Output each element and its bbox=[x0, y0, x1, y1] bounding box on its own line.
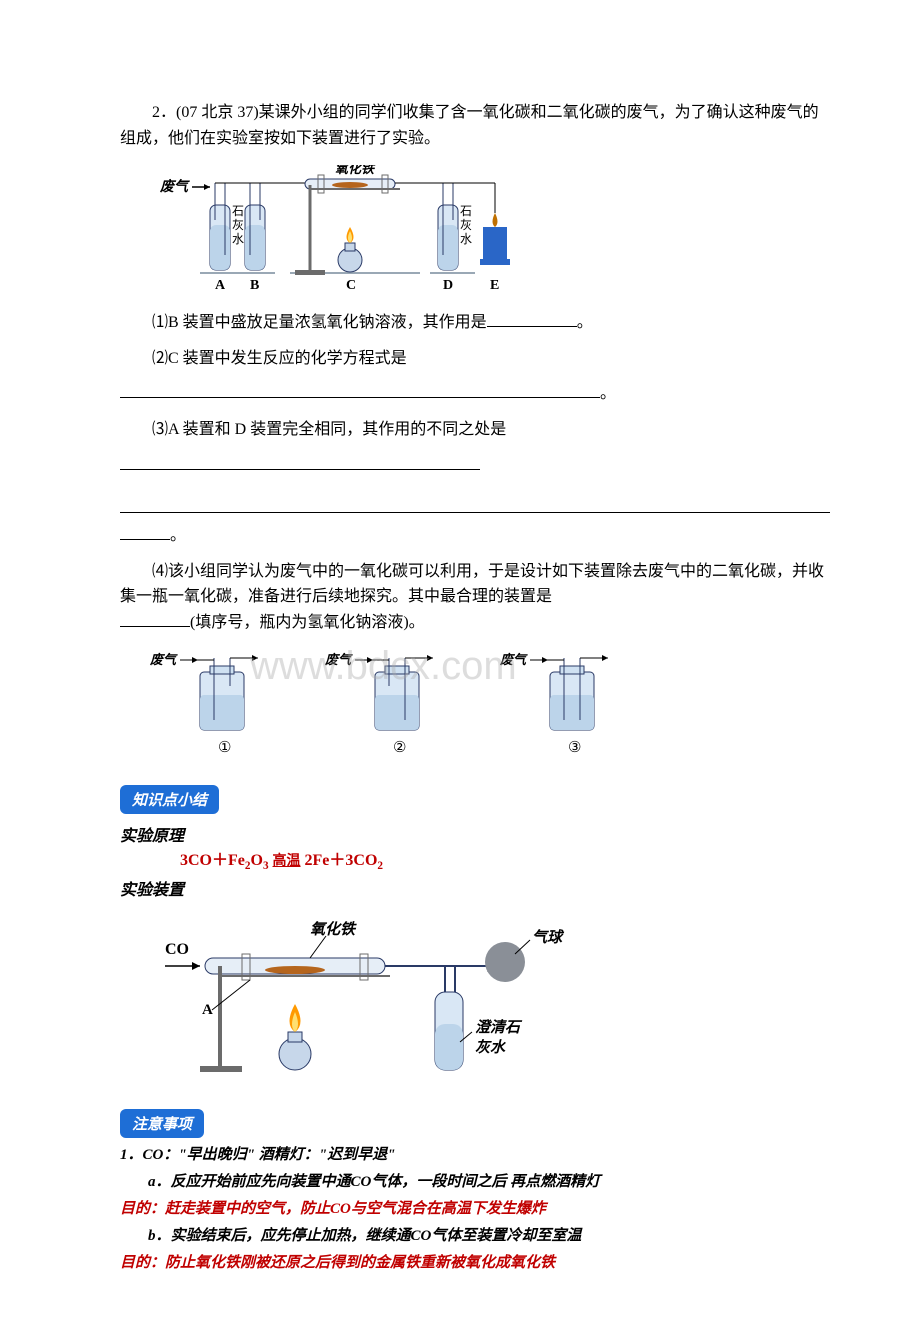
svg-text:灰水: 灰水 bbox=[475, 1039, 506, 1056]
pill-notes: 注意事项 bbox=[120, 1109, 204, 1138]
svg-text:E: E bbox=[490, 278, 499, 293]
q2-sub2: ⑵C 装置中发生反应的化学方程式是 bbox=[120, 346, 830, 372]
note-a-goal: 目的：赶走装置中的空气，防止CO与空气混合在高温下发生爆炸 bbox=[120, 1196, 830, 1223]
svg-text:水: 水 bbox=[232, 232, 244, 246]
svg-text:石: 石 bbox=[460, 204, 472, 218]
tube-b bbox=[245, 183, 265, 270]
diagram-1: 废气 bbox=[160, 165, 830, 300]
notes-block: 1．CO："早出晚归" 酒精灯："迟到早退" a．反应开始前应先向装置中通CO气… bbox=[120, 1142, 830, 1277]
apparatus-label: 实验装置 bbox=[120, 876, 830, 900]
svg-text:澄清石: 澄清石 bbox=[475, 1019, 523, 1036]
q2-sub4: ⑷该小组同学认为废气中的一氧化碳可以利用，于是设计如下装置除去废气中的二氧化碳，… bbox=[120, 559, 830, 636]
svg-text:D: D bbox=[443, 278, 453, 293]
principle-label: 实验原理 bbox=[120, 822, 830, 846]
device-c: 氧化铁 bbox=[295, 165, 400, 275]
q2-sub3-text: ⑶A 装置和 D 装置完全相同，其作用的不同之处是 bbox=[152, 421, 506, 438]
q2-sub3-blank2 bbox=[120, 496, 830, 513]
svg-text:灰: 灰 bbox=[232, 218, 244, 232]
q2-sub2-text: ⑵C 装置中发生反应的化学方程式是 bbox=[152, 350, 407, 367]
tube-d bbox=[438, 183, 458, 270]
q2-sub1: ⑴B 装置中盛放足量浓氢氧化钠溶液，其作用是。 bbox=[120, 310, 830, 336]
svg-text:A: A bbox=[215, 278, 226, 293]
q2-sub2-blank: 。 bbox=[120, 381, 830, 407]
svg-text:石: 石 bbox=[232, 204, 244, 218]
note-a: a．反应开始前应先向装置中通CO气体，一段时间之后 再点燃酒精灯 bbox=[148, 1169, 830, 1196]
svg-text:②: ② bbox=[393, 740, 406, 756]
svg-text:③: ③ bbox=[568, 740, 581, 756]
q2-sub1-text: ⑴B 装置中盛放足量浓氢氧化钠溶液，其作用是 bbox=[152, 314, 487, 331]
svg-text:氧化铁: 氧化铁 bbox=[335, 165, 376, 176]
svg-text:氧化铁: 氧化铁 bbox=[310, 921, 357, 938]
q2-sub4b-text: (填序号，瓶内为氢氧化钠溶液)。 bbox=[190, 614, 425, 631]
svg-text:气球: 气球 bbox=[532, 929, 565, 946]
svg-text:废气: 废气 bbox=[149, 652, 178, 667]
waste-gas-label: 废气 bbox=[160, 178, 190, 195]
note-b-goal: 目的：防止氧化铁刚被还原之后得到的金属铁重新被氧化成氧化铁 bbox=[120, 1250, 830, 1277]
svg-text:A: A bbox=[202, 1002, 213, 1018]
svg-text:水: 水 bbox=[460, 232, 472, 246]
q2-sub3: ⑶A 装置和 D 装置完全相同，其作用的不同之处是 bbox=[120, 417, 830, 443]
note-b: b．实验结束后，应先停止加热，继续通CO气体至装置冷却至室温 bbox=[148, 1223, 830, 1250]
q2-sub4a-text: ⑷该小组同学认为废气中的一氧化碳可以利用，于是设计如下装置除去废气中的二氧化碳，… bbox=[120, 563, 824, 606]
pill-summary: 知识点小结 bbox=[120, 785, 219, 814]
svg-text:B: B bbox=[250, 278, 259, 293]
equation: 3CO＋Fe2O3 高温 2Fe＋3CO2 bbox=[180, 846, 830, 872]
svg-text:C: C bbox=[346, 278, 356, 293]
svg-text:废气: 废气 bbox=[324, 652, 353, 667]
svg-text:废气: 废气 bbox=[499, 652, 528, 667]
svg-text:灰: 灰 bbox=[460, 218, 472, 232]
svg-text:CO: CO bbox=[165, 941, 189, 958]
options-row: www.bdcx.com 废气 ① 废气 bbox=[140, 650, 830, 765]
note1: 1．CO："早出晚归" 酒精灯："迟到早退" bbox=[120, 1142, 830, 1169]
q2-heading: 2．(07 北京 37)某课外小组的同学们收集了含一氧化碳和二氧化碳的废气，为了… bbox=[120, 100, 830, 151]
svg-text:①: ① bbox=[218, 740, 231, 756]
q2-sub3-blank1 bbox=[120, 453, 830, 479]
q2-sub3-blank3: 。 bbox=[120, 523, 830, 549]
diagram-2: CO 氧化铁 A bbox=[160, 914, 830, 1089]
